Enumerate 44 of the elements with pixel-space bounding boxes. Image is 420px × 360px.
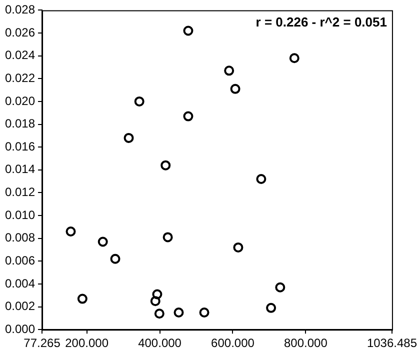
y-tick-label: 0.014	[5, 162, 36, 176]
point	[174, 307, 184, 318]
y-tick-label: 0.028	[5, 2, 36, 17]
point	[275, 282, 286, 292]
point	[150, 296, 160, 306]
x-tick-label: 200.000	[65, 336, 109, 350]
point	[183, 111, 194, 122]
y-tick-label: 0.006	[5, 253, 36, 268]
point	[289, 53, 300, 64]
point	[266, 302, 276, 313]
y-tick-label: 0.016	[5, 139, 36, 154]
y-tick-label: 0.026	[5, 25, 36, 40]
point	[124, 132, 134, 143]
x-tick-label: 77.265	[24, 336, 61, 350]
y-tick-label: 0.020	[5, 94, 36, 108]
y-tick-label: 0.024	[5, 48, 36, 62]
point	[98, 236, 108, 247]
point	[134, 96, 144, 106]
x-tick-label: 400.000	[138, 336, 182, 350]
point	[233, 242, 244, 252]
y-tick-label: 0.010	[5, 208, 36, 222]
point	[199, 307, 210, 318]
point	[110, 254, 120, 264]
y-tick-label: 0.004	[5, 276, 36, 290]
y-tick-label: 0.000	[5, 322, 36, 336]
point	[160, 160, 171, 170]
point	[224, 66, 234, 76]
y-tick-label: 0.012	[5, 185, 36, 200]
point	[256, 174, 266, 184]
point	[77, 294, 88, 304]
x-tick-label: 800.000	[284, 336, 328, 350]
y-tick-label: 0.022	[5, 70, 36, 85]
point	[230, 84, 240, 94]
annotation: r = 0.226 - r^2 = 0.051	[256, 14, 387, 30]
y-tick-label: 0.018	[5, 116, 36, 131]
x-tick-label: 600.000	[211, 336, 255, 350]
point	[183, 26, 194, 36]
point	[154, 308, 164, 319]
point	[66, 226, 76, 236]
y-tick-label: 0.002	[5, 299, 36, 314]
x-tick-label: 1036.485	[366, 336, 418, 350]
y-tick-label: 0.008	[5, 230, 36, 245]
point	[152, 289, 162, 300]
point	[162, 232, 173, 242]
